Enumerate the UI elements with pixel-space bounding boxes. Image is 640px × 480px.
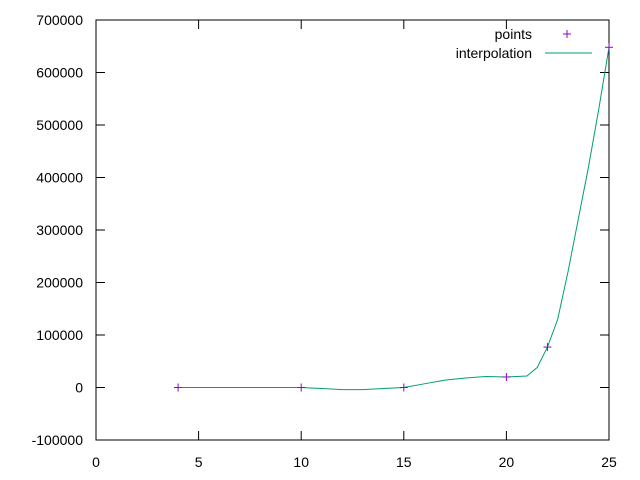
legend-marker-points [563, 30, 571, 38]
x-tick-label: 5 [195, 454, 203, 470]
x-axis: 0 5 10 15 20 25 [92, 20, 617, 470]
y-tick-label: 700000 [36, 12, 83, 28]
x-tick-label: 20 [499, 454, 515, 470]
data-point [174, 383, 183, 392]
y-tick-label: 600000 [36, 65, 83, 81]
y-tick-label: 300000 [36, 222, 83, 238]
y-axis: -100000 0 100000 200000 300000 400000 500000 60… [32, 12, 609, 448]
x-tick-label: 0 [92, 454, 100, 470]
x-tick-label: 15 [396, 454, 412, 470]
x-tick-label: 10 [293, 454, 309, 470]
data-point [543, 343, 552, 352]
x-tick-label: 25 [601, 454, 617, 470]
series-layer [174, 43, 613, 392]
data-point [502, 373, 511, 381]
y-tick-label: 400000 [36, 170, 83, 186]
y-tick-label: 100000 [36, 327, 83, 343]
legend: points interpolation [456, 26, 592, 61]
y-tick-label: 500000 [36, 117, 83, 133]
legend-label-interpolation: interpolation [456, 45, 532, 61]
legend-label-points: points [495, 26, 532, 42]
y-tick-label: -100000 [32, 432, 84, 448]
plot-frame [95, 19, 610, 441]
y-tick-label: 0 [75, 380, 83, 396]
data-point [297, 383, 306, 392]
data-point [605, 43, 613, 52]
data-point [399, 383, 408, 392]
series-line-interpolation [178, 47, 610, 391]
y-tick-label: 200000 [36, 275, 83, 291]
